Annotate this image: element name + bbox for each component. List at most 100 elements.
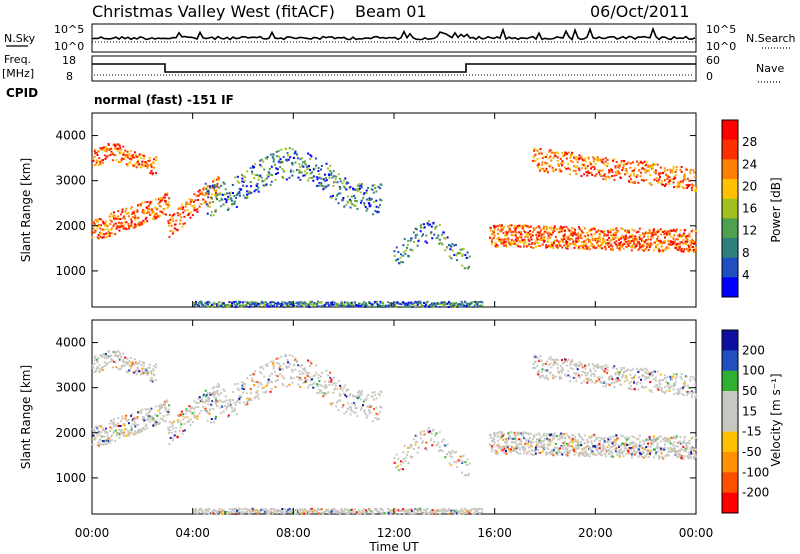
power-point xyxy=(365,209,368,212)
power-point xyxy=(320,301,323,304)
power-point xyxy=(597,158,600,161)
velocity-point xyxy=(133,363,136,366)
power-point xyxy=(606,165,609,168)
velocity-point xyxy=(257,393,260,396)
velocity-point xyxy=(142,364,145,367)
power-point xyxy=(346,200,349,203)
power-point xyxy=(670,169,673,172)
power-point xyxy=(539,244,542,247)
power-point xyxy=(465,302,468,305)
power-point xyxy=(187,202,190,205)
velocity-point xyxy=(643,456,646,459)
velocity-point xyxy=(638,443,641,446)
power-point xyxy=(672,178,675,181)
power-point xyxy=(648,166,651,169)
velocity-point xyxy=(643,367,646,370)
velocity-point xyxy=(583,447,586,450)
power-point xyxy=(404,252,407,255)
power-point xyxy=(155,159,158,162)
power-point xyxy=(273,301,276,304)
velocity-point xyxy=(365,398,368,401)
power-point xyxy=(491,238,494,241)
power-point xyxy=(150,164,153,167)
power-point xyxy=(688,246,691,249)
power-point xyxy=(672,181,675,184)
power-point xyxy=(608,171,611,174)
velocity-point xyxy=(294,368,297,371)
velocity-point xyxy=(635,438,638,441)
power-point xyxy=(419,225,422,228)
velocity-point xyxy=(686,445,689,448)
power-point xyxy=(264,157,267,160)
velocity-point xyxy=(100,425,103,428)
velocity-point xyxy=(647,449,650,452)
power-point xyxy=(407,255,410,258)
power-point xyxy=(221,198,224,201)
power-point xyxy=(594,162,597,165)
velocity-point xyxy=(377,417,380,420)
velocity-point xyxy=(655,446,658,449)
velocity-point xyxy=(427,431,430,434)
power-point xyxy=(309,302,312,305)
power-point xyxy=(545,225,548,228)
velocity-point xyxy=(327,391,330,394)
power-point xyxy=(682,233,685,236)
power-point xyxy=(622,236,625,239)
velocity-point xyxy=(206,392,209,395)
power-point xyxy=(537,244,540,247)
power-point xyxy=(106,228,109,231)
power-point xyxy=(515,236,518,239)
velocity-point xyxy=(647,439,650,442)
velocity-point xyxy=(568,445,571,448)
power-point xyxy=(293,152,296,155)
velocity-point xyxy=(619,444,622,447)
velocity-point xyxy=(561,359,564,362)
power-point xyxy=(644,248,647,251)
power-point xyxy=(575,156,578,159)
power-point xyxy=(306,179,309,182)
velocity-point xyxy=(130,413,133,416)
velocity-point xyxy=(616,437,619,440)
velocity-point xyxy=(560,432,563,435)
velocity-point xyxy=(253,373,256,376)
power-point xyxy=(568,229,571,232)
power-point xyxy=(619,244,622,247)
power-point xyxy=(449,248,452,251)
power-point xyxy=(217,303,220,306)
velocity-point xyxy=(515,447,518,450)
cpid-label: CPID xyxy=(6,86,38,100)
velocity-point xyxy=(521,446,524,449)
velocity-point xyxy=(613,381,616,384)
power-point xyxy=(197,190,200,193)
power-point xyxy=(581,163,584,166)
power-point xyxy=(504,242,507,245)
velocity-point xyxy=(317,376,320,379)
velocity-point xyxy=(170,431,173,434)
power-point xyxy=(667,181,670,184)
power-point xyxy=(517,245,520,248)
power-point xyxy=(680,250,683,253)
power-point xyxy=(102,159,105,162)
velocity-point xyxy=(546,439,549,442)
velocity-point xyxy=(595,366,598,369)
power-point xyxy=(92,221,95,224)
velocity-point xyxy=(507,437,510,440)
power-point xyxy=(405,303,408,306)
power-point xyxy=(215,195,218,198)
velocity-point xyxy=(139,410,142,413)
power-point xyxy=(114,222,117,225)
power-point xyxy=(651,236,654,239)
power-point xyxy=(595,159,598,162)
power-point xyxy=(656,163,659,166)
power-point xyxy=(297,176,300,179)
power-point xyxy=(569,237,572,240)
power-point xyxy=(405,246,408,249)
power-point xyxy=(563,233,566,236)
power-point xyxy=(443,301,446,304)
velocity-point xyxy=(338,392,341,395)
velocity-point xyxy=(619,451,622,454)
power-point xyxy=(403,238,406,241)
velocity-point xyxy=(508,431,511,434)
power-point xyxy=(578,240,581,243)
power-point xyxy=(143,209,146,212)
